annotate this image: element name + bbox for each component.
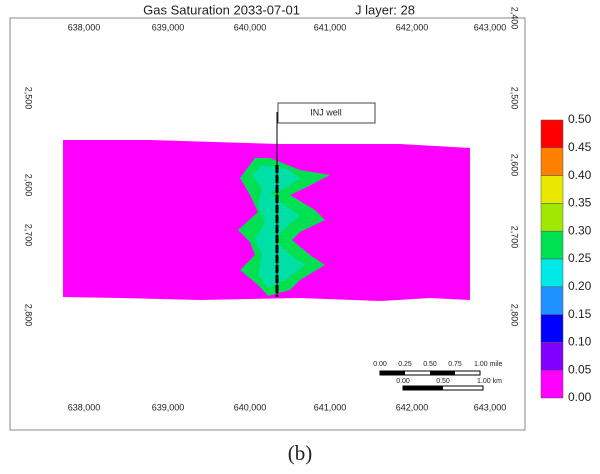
annotation: INJ well bbox=[310, 107, 342, 117]
colorbar-label: 0.05 bbox=[568, 362, 592, 376]
colorbar-bin bbox=[540, 258, 564, 288]
colorbar-label: 0.35 bbox=[568, 196, 592, 210]
colorbar-bin bbox=[540, 147, 564, 176]
y-tick-label: 2,500 bbox=[24, 87, 34, 110]
x-tick-label: 639,000 bbox=[152, 402, 185, 412]
colorbar-bin bbox=[540, 203, 564, 232]
mile-bar-seg bbox=[380, 371, 405, 375]
colorbar-bin bbox=[540, 175, 564, 204]
scale-label: 0.00 bbox=[373, 361, 387, 368]
y-tick-label: 2,700 bbox=[510, 226, 520, 249]
scale-label: 0.00 bbox=[396, 378, 410, 385]
scale-label: 0.25 bbox=[398, 361, 412, 368]
mile-bar-seg bbox=[430, 371, 455, 375]
colorbar-label: 0.25 bbox=[568, 251, 592, 265]
scale-label: 0.75 bbox=[448, 361, 462, 368]
y-tick-label: 2,600 bbox=[510, 154, 520, 177]
colorbar-bin bbox=[540, 369, 564, 399]
scale-label: 1.00 mile bbox=[474, 361, 503, 368]
colorbar-label: 0.45 bbox=[568, 140, 592, 154]
colorbar-label: 0.30 bbox=[568, 223, 592, 237]
y-tick-label: 2,400 bbox=[510, 7, 520, 30]
x-tick-label: 642,000 bbox=[396, 402, 429, 412]
x-tick-label: 640,000 bbox=[234, 402, 267, 412]
km-bar-seg bbox=[403, 386, 443, 390]
colorbar-label: 0.15 bbox=[568, 307, 592, 321]
x-tick-label: 643,000 bbox=[474, 22, 507, 32]
colorbar-label: 0.00 bbox=[568, 390, 592, 404]
scale-label: 0.50 bbox=[423, 361, 437, 368]
colorbar-bin bbox=[540, 119, 564, 149]
colorbar-label: 0.50 bbox=[568, 112, 592, 126]
y-tick-label: 2,500 bbox=[510, 87, 520, 110]
y-tick-label: 2,800 bbox=[24, 304, 34, 327]
x-tick-label: 639,000 bbox=[152, 22, 185, 32]
x-tick-label: 641,000 bbox=[314, 22, 347, 32]
x-tick-label: 642,000 bbox=[396, 22, 429, 32]
y-tick-label: 2,800 bbox=[510, 304, 520, 327]
x-tick-label: 643,000 bbox=[474, 402, 507, 412]
x-tick-label: 638,000 bbox=[68, 22, 101, 32]
colorbar-label: 0.40 bbox=[568, 168, 592, 182]
annotation-box bbox=[277, 102, 376, 124]
scale-label: 0.50 bbox=[436, 378, 450, 385]
x-tick-label: 641,000 bbox=[314, 402, 347, 412]
layer-label: J layer: 28 bbox=[355, 2, 415, 17]
scale-bar bbox=[379, 370, 484, 391]
x-tick-label: 638,000 bbox=[68, 402, 101, 412]
y-tick-label: 2,600 bbox=[24, 174, 34, 197]
x-tick-label: 640,000 bbox=[234, 22, 267, 32]
colorbar-bin bbox=[540, 342, 564, 371]
colorbar-bin bbox=[540, 230, 564, 260]
title: Gas Saturation 2033-07-01 bbox=[143, 2, 300, 17]
caption: (b) bbox=[288, 441, 313, 465]
colorbar-bin bbox=[540, 286, 564, 315]
colorbar-label: 0.20 bbox=[568, 279, 592, 293]
colorbar-label: 0.10 bbox=[568, 335, 592, 349]
colorbar-bin bbox=[540, 314, 564, 343]
scale-label: 1.00 km bbox=[477, 378, 502, 385]
y-tick-label: 2,700 bbox=[24, 224, 34, 247]
